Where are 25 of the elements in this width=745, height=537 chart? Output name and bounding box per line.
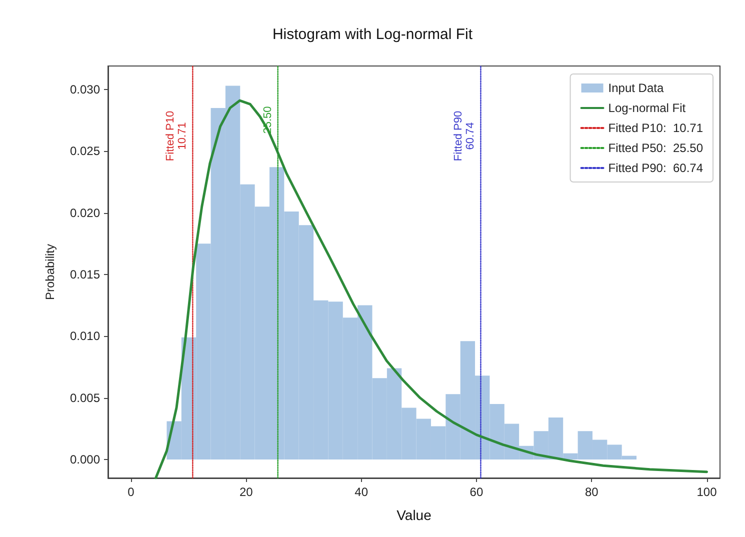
y-tick-label: 0.015 (70, 267, 100, 282)
x-tick-label: 0 (128, 485, 135, 499)
x-tick-label: 80 (584, 485, 599, 499)
x-tick-label: 60 (470, 485, 484, 499)
annotation: Fitted P90 60.74 (452, 110, 477, 162)
chart-title: Histogram with Log-normal Fit (272, 26, 474, 43)
legend-label: Input Data (608, 81, 664, 95)
x-tick-label: 100 (696, 485, 718, 499)
y-tick-label: 0.030 (70, 82, 100, 96)
y-tick-label: 0.000 (70, 452, 100, 466)
line-series (154, 99, 708, 480)
y-tick-label: 0.020 (70, 206, 100, 220)
annotation: Fitted P10 10.71 (164, 110, 189, 162)
y-tick-label: 0.025 (70, 144, 100, 158)
legend-label: Fitted P50: 25.50 (608, 141, 704, 155)
legend-label: Fitted P90: 60.74 (608, 161, 704, 175)
x-tick-label: 20 (239, 485, 254, 499)
legend-label: Log-normal Fit (608, 101, 686, 115)
legend-label: Fitted P10: 10.71 (608, 121, 704, 135)
y-axis-title: Probability (43, 244, 57, 300)
y-tick-label: 0.010 (70, 329, 100, 344)
annotation: 25.50 (262, 106, 274, 134)
x-tick-label: 40 (354, 485, 368, 499)
y-tick-label: 0.005 (70, 390, 100, 405)
x-axis-title: Value (396, 507, 432, 523)
